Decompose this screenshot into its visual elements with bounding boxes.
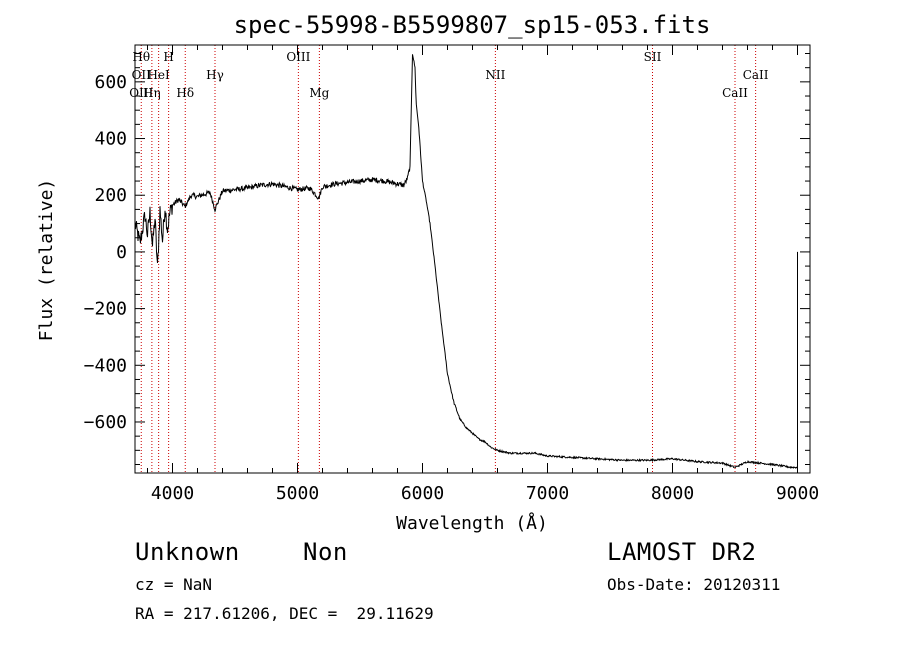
line-label: Hη (143, 86, 161, 100)
plot-frame (134, 44, 811, 474)
y-tick-label: −400 (84, 355, 127, 376)
y-axis: 600 400 200 0 −200 −400 −600 (84, 53, 810, 465)
line-label: Mg (309, 86, 329, 100)
y-tick-label: −200 (84, 299, 127, 320)
coordinates: RA = 217.61206, DEC = 29.11629 (135, 604, 434, 623)
line-label: SII (644, 50, 662, 64)
line-label: NII (485, 68, 505, 82)
subclass-label: Non (303, 538, 348, 566)
line-label: HeI (147, 68, 170, 82)
survey-label: LAMOST DR2 (607, 538, 757, 566)
x-axis-label: Wavelength (Å) (396, 512, 548, 534)
x-tick-label: 9000 (776, 483, 819, 504)
obs-date: Obs-Date: 20120311 (607, 575, 781, 594)
spectrum-line (134, 54, 798, 469)
x-tick-label: 4000 (151, 483, 194, 504)
x-tick-label: 8000 (651, 483, 694, 504)
y-tick-label: 200 (94, 185, 127, 206)
class-label: Unknown (135, 538, 240, 566)
chart-title: spec-55998-B5599807_sp15-053.fits (234, 11, 711, 39)
x-tick-label: 5000 (276, 483, 319, 504)
line-label: OII (132, 68, 152, 82)
y-axis-label: Flux (relative) (36, 179, 57, 342)
line-label: H (163, 50, 173, 64)
line-label: OIII (286, 50, 310, 64)
x-axis: 4000 5000 6000 7000 8000 9000 (147, 45, 819, 504)
line-label: Hδ (176, 86, 194, 100)
x-tick-label: 7000 (526, 483, 569, 504)
redshift-value: cz = NaN (135, 575, 213, 594)
y-tick-label: −600 (84, 412, 127, 433)
x-tick-label: 6000 (401, 483, 444, 504)
y-tick-label: 600 (94, 72, 127, 93)
line-label: CaII (722, 86, 748, 100)
line-label: CaII (743, 68, 769, 82)
line-label: Hγ (206, 68, 224, 82)
y-tick-label: 400 (94, 129, 127, 150)
y-tick-label: 0 (116, 242, 127, 263)
